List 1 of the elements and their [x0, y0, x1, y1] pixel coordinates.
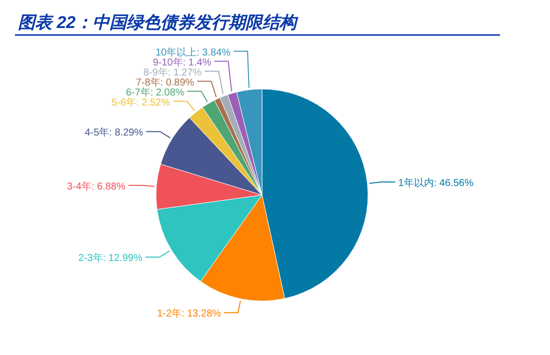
chart-title: 图表 22：中国绿色债券发行期限结构	[18, 13, 299, 32]
